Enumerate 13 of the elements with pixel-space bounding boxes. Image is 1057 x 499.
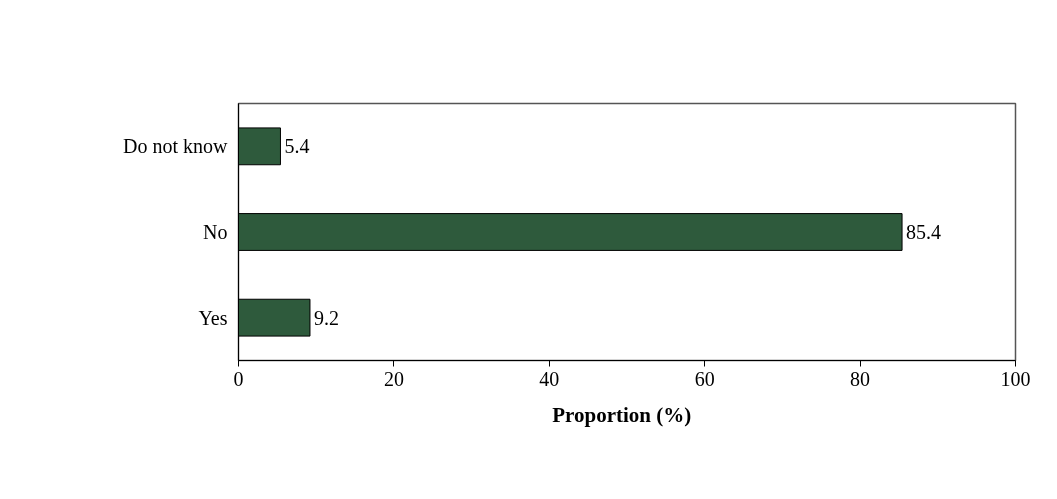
x-tick-label: 0 (233, 367, 244, 390)
data-label: 85.4 (906, 221, 942, 243)
data-label: 9.2 (313, 306, 339, 329)
x-tick-label: 80 (850, 367, 871, 390)
y-tick-label: Do not know (123, 135, 229, 158)
x-tick-label: 40 (539, 367, 560, 390)
y-tick-label: Yes (198, 306, 228, 329)
x-tick-label: 20 (383, 367, 404, 390)
x-axis-title: Proportion (%) (552, 402, 692, 427)
y-tick-label: No (203, 221, 228, 243)
x-tick-label: 100 (1000, 367, 1031, 390)
data-label: 5.4 (284, 135, 310, 158)
x-tick-label: 60 (694, 367, 715, 390)
